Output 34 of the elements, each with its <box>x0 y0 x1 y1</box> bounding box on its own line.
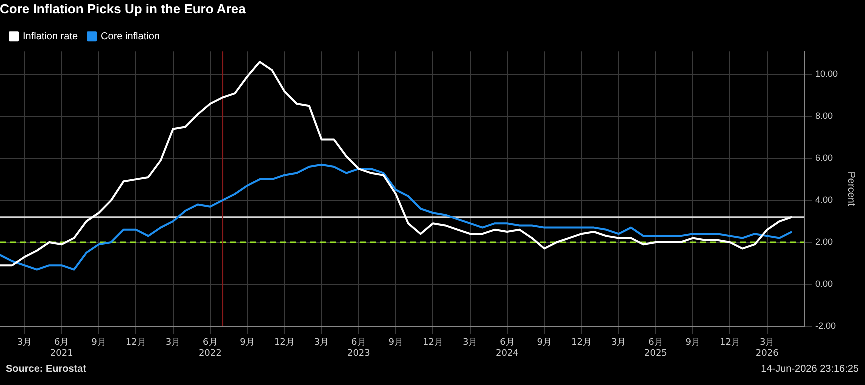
x-tick-label: 9月 <box>240 338 255 348</box>
y-tick-label: -2.00 <box>815 320 836 331</box>
x-tick-label: 12月 <box>422 338 444 348</box>
y-axis-title: Percent <box>845 172 856 206</box>
x-tick-label: 3月 <box>17 338 32 348</box>
y-tick-label: 8.00 <box>815 111 834 122</box>
x-tick-label: 12月 <box>720 338 740 348</box>
x-tick-label: 3月 <box>611 338 626 348</box>
x-tick-label: 6月 2022 <box>198 338 222 359</box>
y-tick-label: 2.00 <box>815 236 834 247</box>
x-tick-label: 6月 2021 <box>50 338 74 359</box>
x-tick-label: 6月 2025 <box>644 338 668 359</box>
x-tick-label: 12月 <box>274 338 295 348</box>
legend-label: Core inflation <box>101 31 160 42</box>
x-tick-label: 9月 <box>92 338 106 348</box>
y-tick-label: 0.00 <box>815 278 834 289</box>
y-tick-label: 10.00 <box>815 69 838 80</box>
x-tick-label: 6月 2023 <box>347 338 370 359</box>
x-tick-label: 6月 2024 <box>496 338 520 359</box>
x-tick-label: 12月 <box>571 338 592 348</box>
x-tick-label: 12月 <box>126 338 146 348</box>
source-note: Source: Eurostat <box>6 364 87 375</box>
x-tick-label: 3月 <box>314 338 330 348</box>
x-tick-label: 3月 <box>166 338 181 348</box>
x-tick-label: 3月 <box>462 338 478 348</box>
legend-label: Inflation rate <box>23 31 78 42</box>
text: 14-Jun-2026 23:16:25 <box>761 364 859 375</box>
x-tick-label: 9月 <box>537 338 552 348</box>
y-tick-label: 4.00 <box>815 195 834 206</box>
chart-title: Core Inflation Picks Up in the Euro Area <box>0 1 247 16</box>
y-tick-label: 6.00 <box>815 153 834 164</box>
x-tick-label: 9月 <box>388 338 404 348</box>
x-tick-label: 9月 <box>686 338 700 348</box>
x-tick-label: 3月 2026 <box>756 338 780 359</box>
